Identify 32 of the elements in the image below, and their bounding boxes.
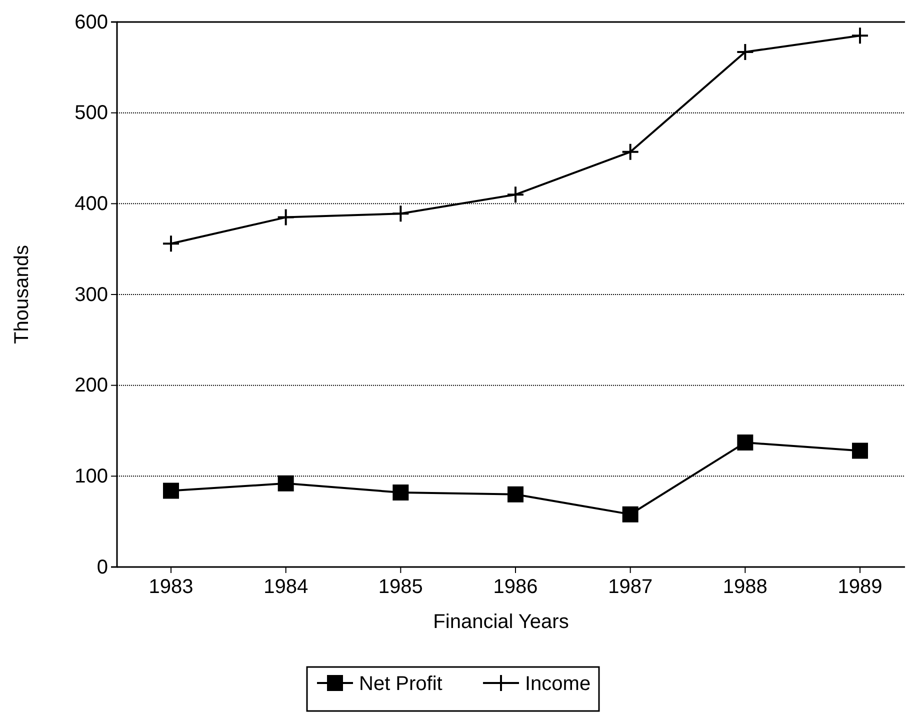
y-tick-label: 600 [74,11,108,34]
point [162,234,180,253]
y-tick-label: 0 [96,556,108,578]
point [736,42,754,61]
x-tick-label: 1984 [264,576,308,598]
x-tick-label: 1988 [722,576,768,598]
point [852,442,868,459]
legend-label: Net Profit [359,673,443,695]
y-tick-label: 100 [74,466,108,488]
y-tick-label: 500 [74,102,108,124]
x-tick-label: 1985 [378,576,423,598]
x-tick-label: 1986 [493,576,538,598]
point [737,434,754,451]
point [163,482,179,499]
point [278,475,294,492]
x-tick-label: 1987 [608,576,653,598]
y-tick-label: 300 [74,284,108,306]
y-tick-label: 400 [74,193,108,216]
point [392,204,410,223]
x-tick-label: 1983 [148,576,194,598]
point [622,506,638,522]
point [276,208,295,226]
y-axis-title: Thousands [11,245,33,344]
x-axis-title: Financial Years [433,611,569,633]
point [506,186,524,204]
x-tick-label: 1989 [838,576,882,598]
point [851,26,869,45]
point [392,484,409,501]
y-tick-label: 200 [74,374,108,397]
legend-label: Income [525,673,591,695]
point [508,486,524,502]
point [621,142,640,161]
